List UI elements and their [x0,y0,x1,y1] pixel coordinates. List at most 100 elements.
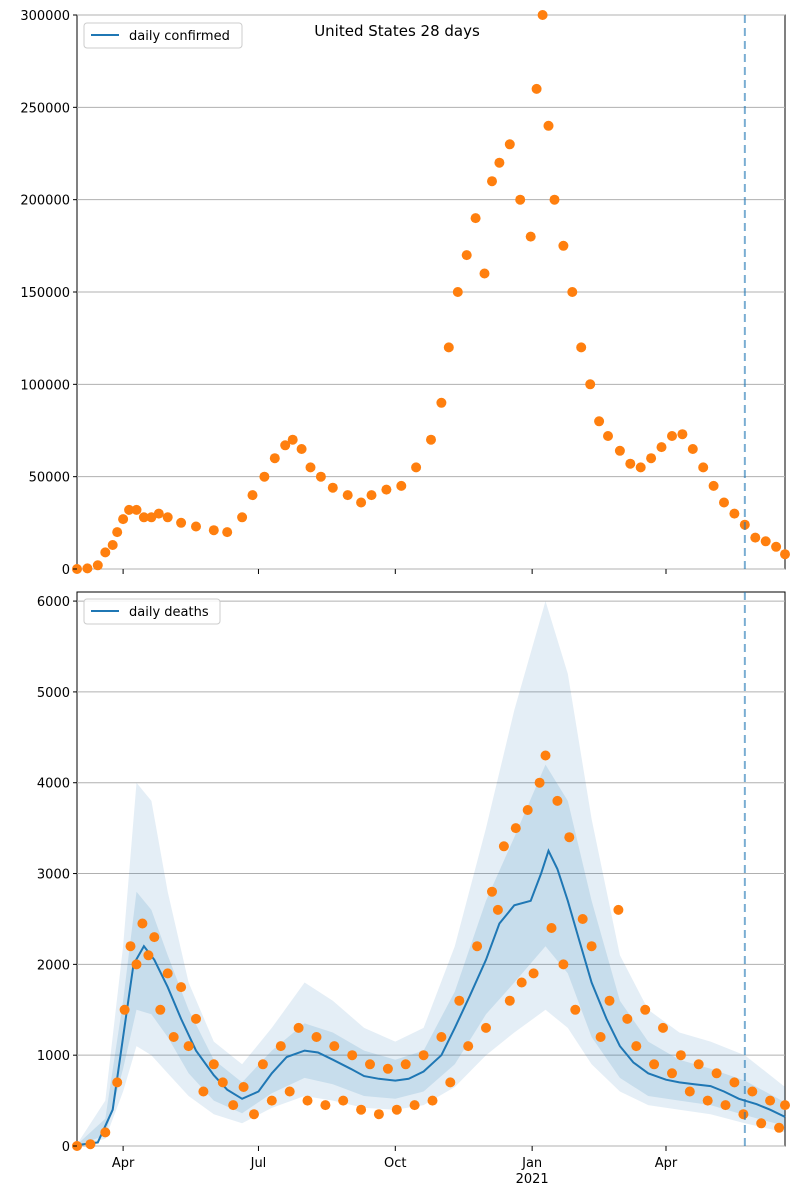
uncertainty-bands [77,601,785,1146]
data-point [595,1032,606,1042]
data-point [191,521,201,532]
data-point [470,213,481,224]
data-point [635,462,646,473]
data-point [247,490,258,501]
data-point [463,1041,474,1052]
data-point [586,941,597,952]
data-point [693,1059,704,1070]
y-tick-label: 5000 [37,686,70,701]
data-point [698,462,709,473]
data-point [570,1004,581,1015]
data-point [546,923,557,933]
data-point [487,886,497,897]
grid-lines [77,14,785,570]
y-axis: 0 50000 100000 150000 200000 250000 300000 [20,9,77,578]
data-point [149,932,160,943]
data-point [131,959,142,970]
data-point [257,1059,268,1070]
data-point [365,1059,375,1070]
data-point [155,1004,166,1015]
legend: daily confirmed [83,22,243,49]
data-point [436,1032,447,1042]
data-point [774,1122,785,1133]
data-point [576,342,587,353]
data-point [436,397,447,408]
y-tick-label: 100000 [20,378,70,393]
x-tick-label: Apr [112,1156,135,1171]
y-tick-label: 1000 [37,1049,70,1064]
data-point [594,416,605,427]
data-point [112,1077,123,1088]
x-axis: Apr Jul Oct Jan Apr 2021 [112,1146,678,1187]
data-point [146,512,157,523]
daily-confirmed-panel: 0 50000 100000 150000 200000 250000 300000 Uni… [20,9,790,578]
data-points [72,750,790,1151]
uncertainty-band [77,601,785,1146]
data-point [771,541,782,552]
data-point [631,1041,642,1052]
data-point [765,1095,776,1106]
data-point [176,517,187,528]
data-point [667,1068,677,1079]
data-point [702,1095,713,1106]
x-tick-label: Oct [384,1156,406,1171]
chart-title: United States 28 days [314,22,480,40]
legend-label-confirmed: daily confirmed [129,29,230,44]
data-point [138,512,149,523]
data-point [92,560,103,571]
data-point [168,1032,179,1042]
data-point [522,805,533,815]
y-tick-label: 200000 [20,194,70,209]
data-point [107,540,118,550]
data-point [381,484,392,495]
data-point [640,1004,651,1015]
data-point [238,1082,249,1092]
data-point [603,431,613,441]
data-point [558,240,569,251]
data-point [137,918,148,929]
data-point [525,231,536,242]
data-point [498,841,509,852]
data-point [347,1050,358,1061]
data-point [567,287,578,297]
legend: daily deaths [83,598,221,625]
data-point [510,823,521,834]
data-point [708,480,719,491]
data-point [558,959,569,970]
x-axis [122,569,667,574]
data-point [118,514,129,525]
data-point [540,750,551,761]
data-point [729,508,740,519]
data-point [747,1086,758,1097]
data-point [100,1127,111,1138]
data-point [711,1068,722,1079]
data-point [760,536,771,547]
data-point [656,442,667,453]
y-tick-label: 150000 [20,286,70,301]
x-tick-label: Jul [250,1156,267,1171]
data-point [684,1086,695,1097]
legend-label-deaths: daily deaths [129,605,209,620]
data-point [153,508,164,519]
data-point [311,1032,322,1042]
data-point [667,431,677,441]
y-tick-label: 300000 [20,9,70,24]
y-tick-label: 0 [62,1140,70,1155]
data-point [426,434,436,445]
data-point [269,453,280,464]
data-point [719,497,729,508]
data-point [366,490,377,501]
data-point [302,1095,313,1106]
data-point [472,941,483,952]
data-point [675,1050,686,1061]
data-point [305,462,316,473]
data-point [729,1077,740,1088]
y-tick-label: 6000 [37,595,70,610]
data-point [176,982,187,993]
data-point [494,157,505,168]
data-point [649,1059,660,1070]
data-point [222,527,233,538]
data-point [237,512,248,523]
series-line [76,848,786,1147]
